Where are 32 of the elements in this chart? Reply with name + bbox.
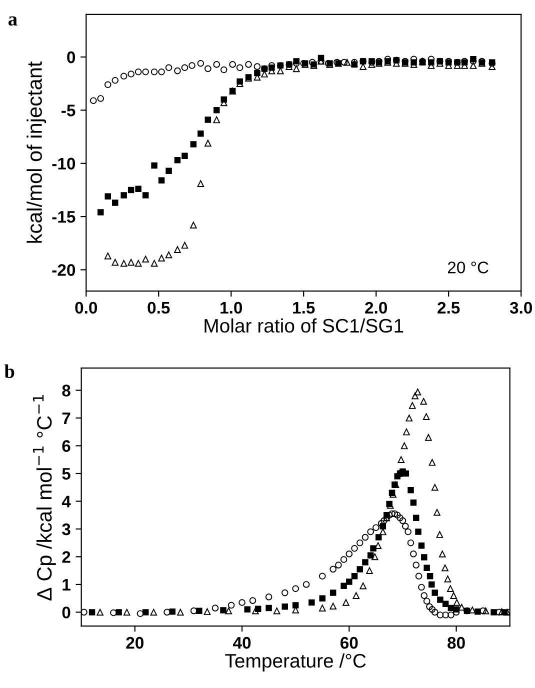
x-tick-label: 80 — [448, 636, 465, 649]
y-tick-label: 1 — [62, 579, 70, 591]
y-tick-label: -15 — [52, 211, 76, 223]
y-tick-label: 7 — [62, 412, 70, 424]
x-tick-label: 60 — [340, 636, 358, 649]
chart-title: a — [8, 16, 18, 26]
y-tick-label: 8 — [62, 384, 70, 396]
x-tick-label: 2.5 — [438, 302, 460, 314]
y-tick-label: 3 — [62, 523, 70, 536]
y-tick-label: -5 — [62, 104, 76, 116]
x-tick-label: 20 — [126, 636, 144, 649]
annotation: 20 °C — [448, 262, 488, 274]
chart-title: b — [4, 364, 14, 378]
y-axis-title: Δ Cp /kcal mol$^{−1}$ °C$^{−1}$ — [32, 395, 56, 601]
y-tick-label: 4 — [62, 496, 71, 508]
x-tick-label: 3.0 — [510, 302, 532, 314]
y-tick-label: 2 — [62, 551, 70, 563]
x-tick-label: 2.0 — [365, 302, 388, 314]
x-tick-label: 0.0 — [75, 302, 98, 314]
y-axis-title: kcal/mol of injectant — [26, 61, 46, 243]
y-tick-label: -20 — [52, 264, 76, 276]
y-tick-label: 0 — [62, 606, 70, 618]
x-tick-label: 0.5 — [148, 302, 170, 314]
x-tick-label: 1.0 — [220, 302, 242, 314]
y-tick-label: 6 — [62, 440, 70, 452]
y-tick-label: 0 — [67, 51, 76, 64]
x-tick-label: 1.5 — [293, 302, 315, 314]
y-tick-label: 5 — [62, 468, 70, 480]
x-axis-title: Molar ratio of SC1/SG1 — [204, 318, 404, 333]
x-axis-title: Temperature /°C — [225, 653, 366, 672]
x-tick-label: 40 — [233, 636, 251, 649]
y-tick-label: -10 — [52, 158, 76, 170]
